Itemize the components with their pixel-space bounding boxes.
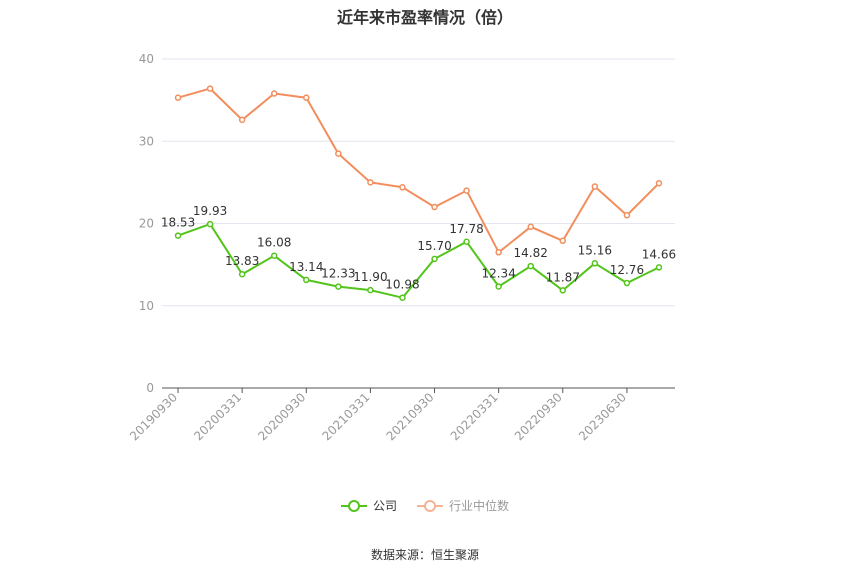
data-label-company: 11.90 (353, 270, 387, 284)
x-tick-label: 20210930 (384, 390, 437, 443)
data-label-company: 18.53 (161, 216, 195, 230)
series-line-company (177, 223, 660, 299)
data-point-company (174, 232, 182, 239)
data-point-company (238, 270, 246, 278)
data-label-company: 14.82 (514, 246, 548, 260)
y-tick-label: 10 (139, 299, 154, 313)
chart-title: 近年来市盈率情况（倍） (336, 8, 513, 27)
data-label-company: 13.14 (289, 260, 323, 274)
legend: 公司 行业中位数 (0, 497, 850, 514)
data-point-company (270, 252, 278, 259)
x-tick-label: 20200331 (191, 390, 244, 443)
data-point-company (559, 287, 567, 294)
data-point-company (655, 264, 663, 271)
data-point-industry-median (591, 183, 599, 190)
y-tick-label: 20 (139, 217, 154, 231)
data-label-company: 16.08 (257, 236, 291, 250)
legend-label-industry-median: 行业中位数 (449, 499, 510, 513)
data-point-industry-median (206, 85, 214, 92)
data-point-industry-median (655, 179, 663, 187)
legend-marker-industry-median (417, 499, 443, 512)
legend-label-company: 公司 (372, 499, 397, 513)
x-tick-label: 20210331 (319, 390, 372, 443)
data-point-industry-median (527, 223, 534, 231)
x-tick-label: 20220930 (512, 390, 565, 443)
data-label-company: 13.83 (225, 254, 259, 268)
x-tick-label: 20220331 (448, 390, 501, 443)
data-point-company (527, 262, 534, 270)
data-point-company (206, 220, 214, 228)
data-point-industry-median (238, 116, 246, 124)
data-label-company: 11.87 (546, 270, 580, 284)
data-point-company (623, 279, 631, 287)
data-point-industry-median (367, 179, 374, 186)
source-note: 数据来源：恒生聚源 (370, 548, 479, 562)
data-label-company: 15.16 (578, 243, 612, 257)
data-label-company: 17.78 (449, 222, 483, 236)
data-label-company: 15.70 (417, 239, 451, 253)
data-point-industry-median (431, 203, 438, 211)
data-point-industry-median (303, 94, 310, 101)
legend-marker-company (340, 499, 367, 512)
data-label-company: 19.93 (193, 204, 227, 218)
data-point-company (335, 283, 342, 290)
legend-item-industry-median[interactable]: 行业中位数 (417, 497, 509, 514)
data-point-company (495, 283, 502, 290)
y-tick-label: 40 (139, 52, 154, 66)
data-point-company (399, 294, 406, 301)
y-tick-label: 30 (139, 134, 154, 148)
legend-item-company[interactable]: 公司 (340, 497, 397, 514)
data-label-company: 12.34 (481, 267, 515, 281)
data-point-industry-median (335, 150, 342, 157)
data-point-company (303, 276, 310, 284)
data-label-company: 12.33 (321, 267, 355, 281)
data-point-company (463, 238, 470, 246)
data-point-company (591, 260, 599, 267)
data-point-industry-median (270, 90, 278, 97)
data-point-industry-median (559, 237, 567, 245)
series-line-industry-median (177, 87, 660, 254)
data-point-industry-median (174, 94, 182, 101)
data-label-company: 14.66 (642, 247, 676, 261)
y-tick-label: 0 (146, 381, 154, 395)
data-point-industry-median (463, 187, 470, 194)
data-point-industry-median (399, 184, 406, 191)
x-tick-label: 20230630 (576, 390, 629, 443)
data-label-company: 12.76 (610, 263, 644, 277)
data-point-industry-median (623, 212, 631, 219)
data-point-company (431, 255, 438, 263)
data-point-industry-median (495, 249, 502, 256)
x-tick-label: 20200930 (255, 390, 308, 443)
x-tick-label: 20190930 (127, 390, 180, 443)
data-point-company (367, 286, 374, 294)
data-label-company: 10.98 (385, 278, 419, 292)
